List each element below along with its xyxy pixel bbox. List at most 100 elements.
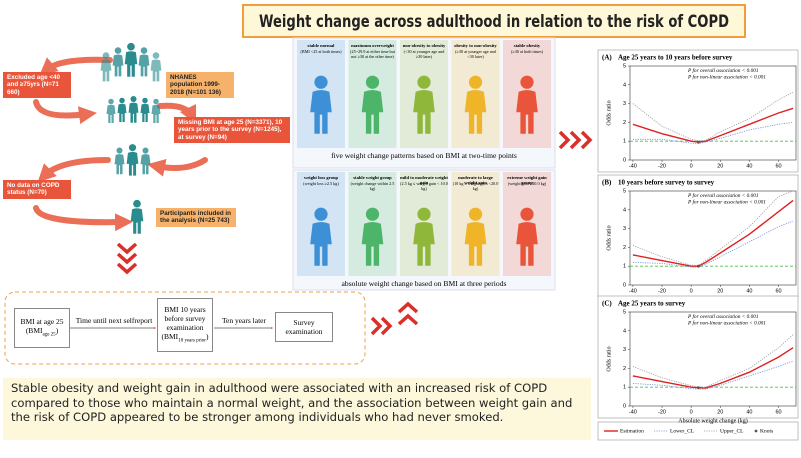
exclusion-box: Missing BMI at age 25 (N=3371), 10 years… — [174, 117, 290, 144]
person-icon — [128, 96, 139, 123]
y-tick-label: 2 — [623, 366, 626, 372]
panel-label: (B) — [602, 179, 612, 187]
annotation: P for overall association < 0.001 — [687, 192, 759, 199]
flow-arrow — [39, 56, 113, 76]
timeline-text: BMI 10 years before survey examination (… — [161, 304, 206, 341]
series-line — [632, 347, 794, 389]
series-line — [632, 107, 794, 143]
chevrons — [116, 130, 593, 336]
timeline-text: BMI at age 25 (BMI — [20, 316, 64, 335]
group-name: maximum overweight — [351, 43, 394, 48]
x-tick-label: -20 — [658, 288, 666, 294]
timeline-gap: Ten years later — [221, 316, 267, 325]
person-icon — [140, 147, 151, 175]
flow-arrows — [33, 56, 208, 232]
group-name: weight loss group — [303, 175, 339, 180]
chart-title: Age 25 years to survey — [618, 300, 686, 308]
group-name: stable normal — [307, 43, 335, 48]
x-tick-label: -40 — [629, 409, 637, 415]
x-tick-label: -40 — [629, 163, 637, 169]
y-tick-label: 1 — [623, 139, 626, 145]
legend-swatch — [754, 429, 758, 433]
person-icon — [124, 42, 138, 77]
flow-arrow — [33, 99, 97, 125]
person-icon — [151, 98, 161, 123]
annotation: P for non-linear association < 0.001 — [687, 320, 766, 327]
series-line — [632, 190, 794, 266]
group-name: obesity to non-obesity — [454, 43, 497, 48]
y-tick-label: 0 — [623, 282, 626, 288]
exclusion-box: Excluded age <40 and ≥75yrs (N=71 660) — [3, 72, 71, 99]
y-tick-label: 4 — [623, 207, 626, 213]
timeline-subscript: age 25 — [42, 332, 56, 338]
y-tick-label: 5 — [623, 309, 626, 315]
person-icon — [126, 144, 139, 176]
chevron — [380, 316, 393, 336]
chevron — [116, 262, 138, 275]
annotation: P for overall association < 0.001 — [687, 313, 759, 320]
legend-box — [597, 421, 799, 441]
x-tick-label: 20 — [717, 409, 723, 415]
x-tick-label: 0 — [690, 409, 693, 415]
y-tick-label: 4 — [623, 82, 626, 88]
x-tick-label: 40 — [746, 163, 752, 169]
annotation: P for non-linear association < 0.001 — [687, 74, 766, 81]
x-tick-label: -20 — [658, 163, 666, 169]
legend-label: Lower_CL — [670, 428, 695, 434]
panel-label: (C) — [602, 300, 612, 308]
y-tick-label: 1 — [623, 264, 626, 270]
annotation: P for non-linear association < 0.001 — [687, 199, 766, 206]
timeline-label: BMI 10 years before survey examination (… — [158, 305, 212, 346]
population-crowd — [100, 42, 162, 234]
flow-arrow — [157, 102, 197, 125]
series-line — [632, 199, 794, 267]
group-name: stable weight group — [353, 175, 392, 180]
x-tick-label: 40 — [746, 288, 752, 294]
chevron — [397, 301, 419, 314]
group-name: non-obesity to obesity — [402, 43, 446, 48]
legend-label: Knots — [760, 428, 773, 434]
x-tick-label: 20 — [717, 288, 723, 294]
exclusion-box: No data on COPD status (N=70) — [3, 180, 71, 199]
person-icon — [140, 97, 150, 122]
group-desc: (2.5 kg ≤ weight gain < 10.0 kg) — [400, 181, 448, 191]
group-desc: (25~29.9 at either time but not ≥30 at t… — [350, 49, 395, 59]
group-desc: (<30 at younger age and ≥30 later) — [403, 49, 445, 59]
series-line — [632, 122, 794, 144]
series-line — [632, 360, 794, 390]
series-line — [632, 334, 794, 388]
y-tick-label: 2 — [623, 245, 626, 251]
group-name: mild to moderate weight gain — [400, 175, 448, 186]
plot-area — [629, 65, 797, 161]
x-tick-label: 20 — [717, 163, 723, 169]
person-icon — [138, 47, 150, 77]
group-desc: (weight gain ≥20.0 kg) — [507, 181, 547, 186]
flow-arrow — [147, 157, 208, 177]
group-desc: (≥30 at both times) — [511, 49, 543, 54]
y-tick-label: 1 — [623, 385, 626, 391]
x-tick-label: 60 — [775, 163, 781, 169]
knot — [697, 264, 700, 268]
y-axis-label: Odds ratio — [606, 346, 612, 371]
chart-frame — [597, 49, 799, 173]
flow-arrow — [33, 205, 133, 232]
chevron — [580, 130, 593, 150]
x-tick-label: 0 — [690, 288, 693, 294]
chevron — [397, 313, 419, 326]
flow-arrow — [37, 157, 111, 183]
plot-area — [629, 311, 797, 407]
y-tick-label: 4 — [623, 328, 626, 334]
y-tick-label: 3 — [623, 226, 626, 232]
timeline-text: ) — [205, 331, 209, 341]
group-desc: (BMI <25 at both times) — [300, 49, 342, 54]
y-tick-label: 0 — [623, 403, 626, 409]
x-tick-label: -20 — [658, 409, 666, 415]
y-axis-label: Odds ratio — [606, 100, 612, 125]
person-icon — [100, 52, 112, 82]
chevron — [116, 252, 138, 265]
x-tick-label: -40 — [629, 288, 637, 294]
y-tick-label: 3 — [623, 347, 626, 353]
panel-caption: five weight change patterns based on BMI… — [331, 151, 517, 160]
